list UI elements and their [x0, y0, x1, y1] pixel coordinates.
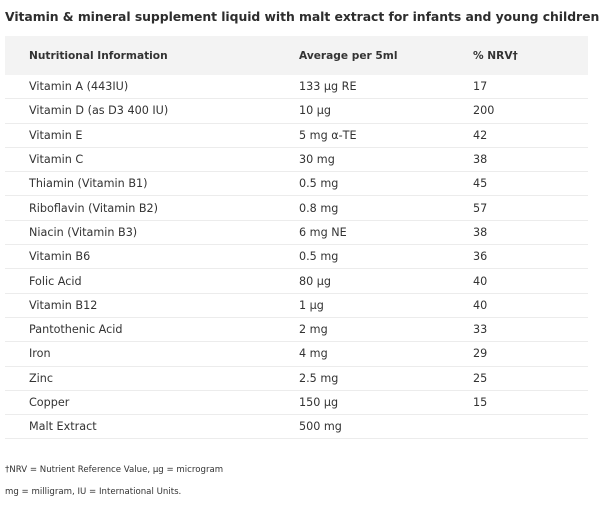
amount-cell: 500 mg — [299, 414, 473, 440]
amount-cell: 150 µg — [299, 390, 473, 416]
table-row: Copper 150 µg 15 — [5, 390, 588, 416]
footnote-units: mg = milligram, IU = International Units… — [5, 487, 182, 497]
amount-cell: 0.5 mg — [299, 244, 473, 270]
nrv-cell: 57 — [473, 195, 588, 221]
nutrition-table: Nutritional Information Average per 5ml … — [5, 36, 588, 440]
column-header-nutrient: Nutritional Information — [5, 36, 299, 75]
table-row: Folic Acid 80 µg 40 — [5, 268, 588, 294]
nrv-cell: 42 — [473, 123, 588, 148]
table-row: Thiamin (Vitamin B1) 0.5 mg 45 — [5, 171, 588, 197]
table-row: Malt Extract 500 mg — [5, 414, 588, 440]
nutrient-cell: Pantothenic Acid — [5, 317, 299, 343]
amount-cell: 80 µg — [299, 268, 473, 294]
amount-cell: 1 µg — [299, 293, 473, 318]
table-body: Vitamin A (443IU) 133 µg RE 17 Vitamin D… — [5, 75, 588, 440]
nrv-cell: 29 — [473, 341, 588, 367]
nrv-cell: 45 — [473, 171, 588, 197]
nutrient-cell: Vitamin D (as D3 400 IU) — [5, 98, 299, 124]
nrv-cell: 200 — [473, 98, 588, 124]
amount-cell: 4 mg — [299, 341, 473, 367]
column-header-nrv: % NRV† — [473, 36, 588, 75]
nrv-cell: 25 — [473, 366, 588, 391]
nutrient-cell: Vitamin A (443IU) — [5, 75, 299, 100]
nutrient-cell: Iron — [5, 341, 299, 367]
amount-cell: 2.5 mg — [299, 366, 473, 391]
nrv-cell: 40 — [473, 293, 588, 318]
nutrient-cell: Riboflavin (Vitamin B2) — [5, 195, 299, 221]
nrv-cell: 36 — [473, 244, 588, 270]
amount-cell: 0.5 mg — [299, 171, 473, 197]
table-row: Iron 4 mg 29 — [5, 341, 588, 367]
amount-cell: 5 mg α-TE — [299, 123, 473, 148]
table-row: Riboflavin (Vitamin B2) 0.8 mg 57 — [5, 195, 588, 221]
table-row: Zinc 2.5 mg 25 — [5, 366, 588, 391]
nrv-cell: 33 — [473, 317, 588, 343]
nrv-cell: 40 — [473, 268, 588, 294]
footnote-nrv: †NRV = Nutrient Reference Value, µg = mi… — [5, 465, 224, 475]
amount-cell: 10 µg — [299, 98, 473, 124]
table-row: Niacin (Vitamin B3) 6 mg NE 38 — [5, 220, 588, 246]
nutrient-cell: Copper — [5, 390, 299, 416]
table-row: Vitamin A (443IU) 133 µg RE 17 — [5, 75, 588, 100]
amount-cell: 2 mg — [299, 317, 473, 343]
column-header-amount: Average per 5ml — [299, 36, 473, 75]
table-row: Pantothenic Acid 2 mg 33 — [5, 317, 588, 343]
table-header-row: Nutritional Information Average per 5ml … — [5, 36, 588, 75]
nutrient-cell: Vitamin B6 — [5, 244, 299, 270]
nutrient-cell: Vitamin C — [5, 147, 299, 173]
nutrient-cell: Folic Acid — [5, 268, 299, 294]
table-row: Vitamin B6 0.5 mg 36 — [5, 244, 588, 270]
nrv-cell — [473, 414, 588, 440]
nutrient-cell: Niacin (Vitamin B3) — [5, 220, 299, 246]
amount-cell: 30 mg — [299, 147, 473, 173]
nutrient-cell: Zinc — [5, 366, 299, 391]
nutrient-cell: Thiamin (Vitamin B1) — [5, 171, 299, 197]
table-row: Vitamin B12 1 µg 40 — [5, 293, 588, 318]
nrv-cell: 38 — [473, 220, 588, 246]
table-row: Vitamin E 5 mg α-TE 42 — [5, 123, 588, 148]
amount-cell: 133 µg RE — [299, 75, 473, 100]
table-row: Vitamin C 30 mg 38 — [5, 147, 588, 173]
nutrient-cell: Malt Extract — [5, 414, 299, 440]
table-row: Vitamin D (as D3 400 IU) 10 µg 200 — [5, 98, 588, 124]
amount-cell: 0.8 mg — [299, 195, 473, 221]
nrv-cell: 17 — [473, 75, 588, 100]
nutrient-cell: Vitamin B12 — [5, 293, 299, 318]
amount-cell: 6 mg NE — [299, 220, 473, 246]
nutrient-cell: Vitamin E — [5, 123, 299, 148]
page-heading: Vitamin & mineral supplement liquid with… — [5, 9, 600, 24]
nrv-cell: 15 — [473, 390, 588, 416]
nrv-cell: 38 — [473, 147, 588, 173]
